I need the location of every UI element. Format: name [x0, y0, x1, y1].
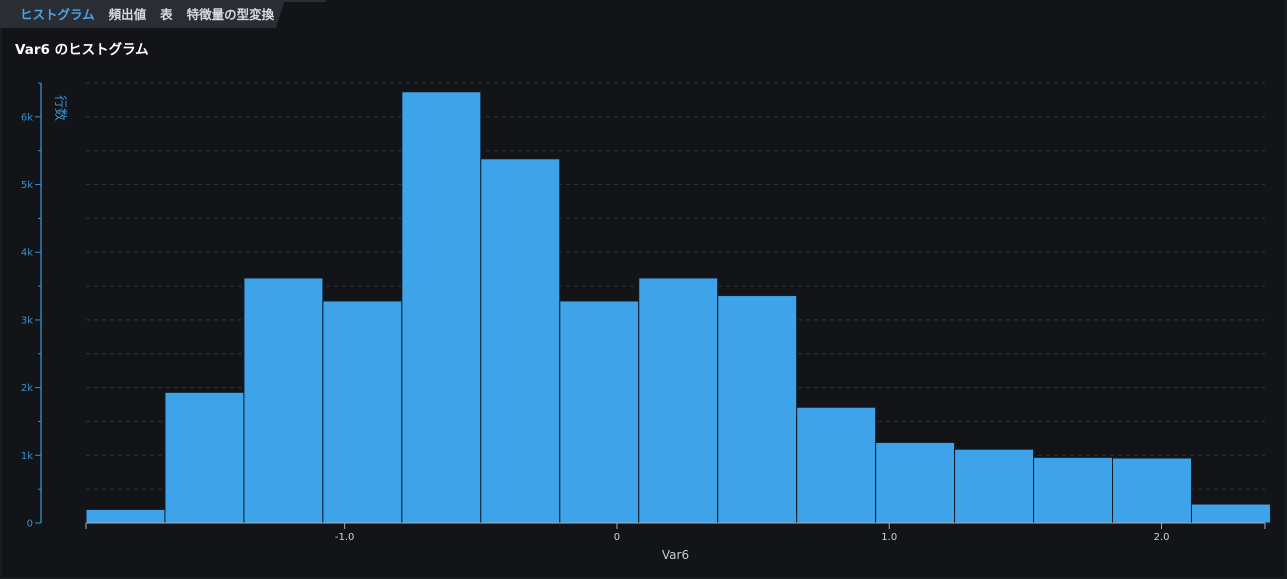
chart-title: Var6 のヒストグラム	[15, 42, 149, 58]
y-tick-label: 1k	[21, 451, 33, 462]
x-tick-label: 1.0	[881, 532, 897, 543]
tab-feature-type-conversion[interactable]: 特徴量の型変換	[186, 6, 275, 22]
histogram-bar	[85, 508, 166, 524]
histogram-bar	[638, 277, 719, 524]
y-tick-label: 3k	[21, 315, 33, 326]
x-tick-label: -1.0	[335, 532, 355, 543]
histogram-bar	[164, 391, 245, 524]
x-tick-label: 2.0	[1154, 532, 1170, 543]
y-tick-label: 4k	[21, 248, 33, 259]
histogram-bar	[322, 300, 403, 524]
histogram-bar	[243, 277, 324, 524]
tab-frequent-values[interactable]: 頻出値	[108, 6, 147, 22]
x-tick-label: 0	[614, 532, 620, 543]
tab-bar-background	[0, 0, 326, 28]
y-tick-label: 6k	[21, 112, 33, 123]
histogram-bar	[717, 295, 798, 524]
x-axis-label: Var6	[662, 548, 689, 562]
tab-histogram[interactable]: ヒストグラム	[20, 6, 95, 22]
histogram-bar	[1112, 457, 1192, 524]
histogram-bar	[559, 300, 640, 524]
y-tick-label: 0	[27, 519, 33, 530]
histogram-bar	[1033, 456, 1114, 524]
y-tick-label: 2k	[21, 383, 33, 394]
histogram-bar	[796, 406, 877, 524]
histogram-bar	[875, 441, 956, 524]
histogram-bar	[480, 158, 561, 524]
y-tick-label: 5k	[21, 180, 33, 191]
histogram-bar	[954, 448, 1035, 524]
histogram-bar	[401, 91, 482, 524]
tab-table[interactable]: 表	[160, 6, 173, 22]
histogram-bar	[1190, 503, 1271, 524]
y-axis-label: 行数	[52, 95, 67, 121]
